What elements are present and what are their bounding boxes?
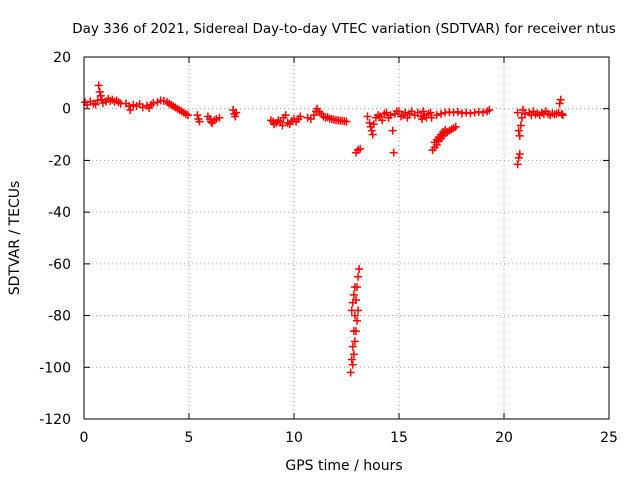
data-point	[365, 118, 374, 127]
y-axis-label: SDTVAR / TECUs	[7, 181, 23, 296]
data-point	[95, 87, 104, 96]
data-point	[368, 130, 377, 139]
data-point	[93, 96, 102, 105]
data-point	[149, 99, 158, 108]
data-point	[479, 108, 487, 117]
data-point	[462, 108, 471, 117]
data-point	[441, 125, 450, 134]
data-point	[386, 111, 395, 120]
data-point	[451, 122, 460, 131]
data-point	[453, 107, 462, 116]
data-point	[350, 311, 359, 320]
data-point	[516, 121, 525, 130]
data-point	[183, 111, 192, 120]
y-tick-label: -80	[48, 309, 71, 325]
data-point	[232, 108, 241, 117]
data-point	[353, 316, 361, 325]
data-point	[514, 153, 523, 162]
data-point	[513, 108, 522, 117]
data-point	[521, 109, 529, 118]
data-point	[485, 106, 494, 115]
data-point	[342, 117, 351, 126]
data-point	[354, 272, 363, 281]
data-point	[515, 131, 524, 140]
data-point	[458, 109, 466, 118]
data-point	[126, 106, 135, 115]
data-point	[466, 109, 475, 118]
x-tick-label: 25	[600, 430, 618, 446]
data-point	[346, 368, 355, 377]
data-point	[350, 337, 359, 346]
x-tick-label: 20	[495, 430, 513, 446]
data-point	[278, 121, 287, 130]
data-point	[555, 99, 564, 108]
y-tick-label: 20	[53, 50, 71, 66]
data-point	[382, 108, 391, 117]
data-point	[355, 265, 364, 274]
data-point	[437, 109, 445, 118]
data-point	[369, 120, 378, 129]
data-point	[426, 108, 435, 117]
data-point	[419, 107, 428, 116]
data-point	[347, 306, 356, 315]
x-tick-label: 5	[185, 430, 194, 446]
data-point	[401, 108, 410, 117]
data-point	[215, 113, 224, 122]
x-tick-label: 15	[390, 430, 408, 446]
data-point	[348, 360, 357, 369]
data-point	[193, 111, 202, 120]
data-point	[470, 108, 479, 117]
data-point	[195, 117, 204, 126]
data-point	[96, 91, 105, 100]
data-point	[363, 112, 372, 121]
data-point	[348, 298, 357, 307]
plot-frame	[83, 56, 610, 420]
data-point	[351, 327, 360, 336]
x-tick-label: 10	[285, 430, 303, 446]
data-point	[388, 126, 397, 135]
data-point	[367, 126, 376, 135]
data-point	[556, 95, 565, 104]
data-point	[558, 111, 567, 120]
data-point	[281, 111, 290, 120]
data-point	[395, 107, 403, 116]
chart-title: Day 336 of 2021, Sidereal Day-to-day VTE…	[72, 21, 616, 37]
y-tick-label: -40	[48, 205, 71, 221]
data-point	[515, 149, 524, 158]
data-point	[557, 109, 566, 118]
y-tick-label: -20	[48, 153, 71, 169]
data-point	[514, 126, 523, 135]
data-point	[349, 290, 358, 299]
y-tick-label: -120	[39, 412, 71, 428]
data-point	[91, 100, 100, 109]
y-tick-label: 0	[62, 102, 71, 118]
data-point	[125, 102, 134, 111]
x-tick-label: 0	[80, 430, 89, 446]
data-points	[81, 81, 567, 377]
data-point	[356, 144, 365, 153]
data-point	[231, 112, 240, 121]
data-point	[348, 342, 357, 351]
data-point	[350, 283, 359, 292]
data-point	[474, 107, 483, 116]
data-point	[296, 112, 305, 121]
data-point	[513, 160, 522, 169]
data-point	[378, 116, 387, 125]
data-point	[427, 113, 436, 122]
data-point	[94, 81, 103, 90]
data-point	[389, 148, 398, 157]
y-tick-label: -100	[39, 360, 71, 376]
data-point	[347, 355, 356, 364]
data-point	[449, 108, 458, 117]
data-point	[432, 111, 441, 120]
data-point	[349, 350, 358, 359]
x-axis-label: GPS time / hours	[285, 458, 402, 474]
y-tick-label: -60	[48, 257, 71, 273]
